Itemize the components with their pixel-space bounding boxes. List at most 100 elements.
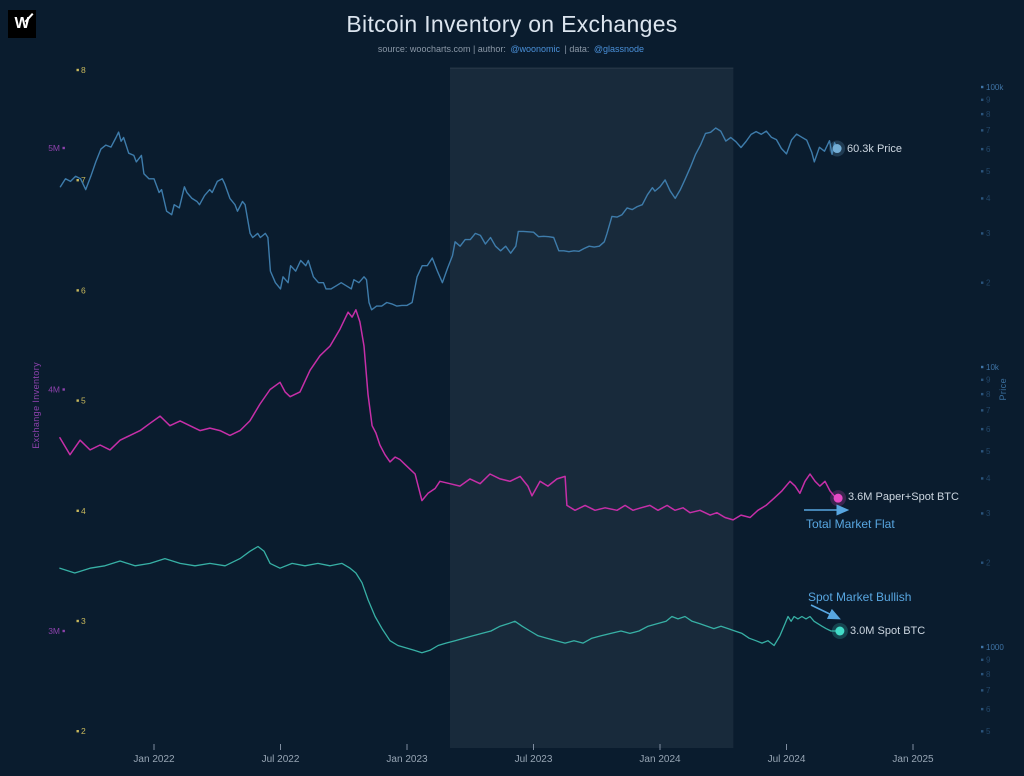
paper-end-label: 3.6M Paper+Spot BTC bbox=[848, 491, 959, 503]
yellow-axis-tick-dot bbox=[76, 289, 79, 292]
price-axis-tick-label: 4 bbox=[986, 194, 991, 203]
yellow-axis-tick-dot bbox=[76, 619, 79, 623]
x-axis-tick-label: Jan 2025 bbox=[892, 754, 934, 765]
price-axis-tick-dot bbox=[981, 707, 984, 711]
yellow-axis-tick-dot bbox=[76, 509, 79, 512]
price-axis-tick-dot bbox=[981, 365, 984, 369]
price-axis-tick-label: 3 bbox=[986, 229, 991, 238]
inventory-axis-tick-dot bbox=[62, 629, 65, 633]
price-axis-tick-dot bbox=[981, 129, 984, 132]
highlight-band bbox=[450, 68, 734, 748]
axis-ticks-group: Jan 2022 Jul 2022 Jan 2023 Jul 2023 Jan 2024… bbox=[48, 65, 1004, 765]
x-axis-tick-label: Jul 2024 bbox=[768, 754, 806, 765]
price-axis-tick-label: 9 bbox=[986, 656, 991, 665]
inventory-axis-tick-dot bbox=[62, 146, 65, 150]
price-axis-tick-label: 1000 bbox=[986, 643, 1004, 652]
price-axis-tick-label: 6 bbox=[986, 145, 991, 154]
x-axis-tick-label: Jan 2022 bbox=[133, 754, 175, 765]
total-market-flat-note: Total Market Flat bbox=[806, 517, 895, 531]
yellow-axis-tick-label: 8 bbox=[81, 65, 86, 75]
yellow-axis-tick-dot bbox=[76, 399, 79, 402]
price-axis-tick-label: 100k bbox=[986, 83, 1004, 92]
price-axis-tick-label: 9 bbox=[986, 96, 991, 105]
price-axis-tick-label: 5 bbox=[986, 727, 991, 736]
price-axis-tick-dot bbox=[981, 281, 984, 284]
price-axis-tick-label: 4 bbox=[986, 474, 991, 483]
price-axis-tick-dot bbox=[981, 98, 984, 102]
x-axis-tick-label: Jul 2022 bbox=[262, 754, 300, 765]
series-line-price bbox=[59, 127, 838, 311]
x-axis-tick-label: Jan 2024 bbox=[639, 754, 681, 765]
data-text: | data: bbox=[564, 44, 590, 54]
price-axis-tick-label: 8 bbox=[986, 390, 991, 399]
spot-market-bullish-note: Spot Market Bullish bbox=[808, 590, 912, 604]
price-axis-tick-dot bbox=[981, 197, 984, 200]
data-handle-link[interactable]: @glassnode bbox=[593, 44, 645, 54]
yellow-axis-tick-dot bbox=[76, 179, 79, 182]
yellow-axis-tick-label: 4 bbox=[81, 506, 86, 516]
yellow-axis-tick-dot bbox=[76, 730, 79, 733]
yellow-axis-tick-label: 7 bbox=[81, 175, 86, 185]
price-axis-tick-dot bbox=[981, 645, 984, 649]
yellow-axis-tick-label: 6 bbox=[81, 285, 86, 295]
price-axis-tick-dot bbox=[981, 170, 984, 173]
price-axis-tick-dot bbox=[981, 689, 984, 692]
inventory-axis-tick-label: 3M bbox=[48, 626, 60, 636]
spot-end-label: 3.0M Spot BTC bbox=[850, 625, 926, 637]
price-axis-tick-label: 3 bbox=[986, 509, 991, 518]
inventory-axis-tick-label: 4M bbox=[48, 384, 60, 394]
price-axis-tick-dot bbox=[981, 85, 984, 89]
left-axis-title: Exchange Inventory bbox=[31, 362, 41, 449]
price-axis-tick-label: 7 bbox=[986, 686, 991, 695]
price-axis-tick-label: 2 bbox=[986, 559, 991, 568]
price-axis-tick-label: 8 bbox=[986, 670, 991, 679]
price-axis-tick-dot bbox=[981, 477, 984, 480]
price-axis-tick-dot bbox=[981, 658, 984, 662]
price-axis-tick-label: 5 bbox=[986, 167, 991, 176]
author-handle-link[interactable]: @woonomic bbox=[510, 44, 560, 54]
price-axis-tick-label: 9 bbox=[986, 376, 991, 385]
series-end-dot-spot-btc bbox=[835, 626, 845, 636]
price-axis-tick-label: 10k bbox=[986, 363, 1000, 372]
price-axis-tick-dot bbox=[981, 730, 984, 733]
series-line-paper-spot-btc bbox=[59, 309, 839, 521]
annotation-arrows-group bbox=[804, 504, 850, 620]
price-end-label: 60.3k Price bbox=[847, 143, 903, 155]
source-text: source: woocharts.com | author: bbox=[377, 44, 506, 54]
x-axis-tick-label: Jul 2023 bbox=[515, 754, 553, 765]
price-axis-tick-dot bbox=[981, 672, 984, 676]
series-end-dot-paper-spot-btc bbox=[833, 493, 843, 503]
price-axis-tick-dot bbox=[981, 512, 984, 515]
price-axis-tick-label: 7 bbox=[986, 126, 991, 135]
price-axis-tick-dot bbox=[981, 378, 984, 382]
inventory-axis-tick-label: 5M bbox=[48, 143, 60, 153]
price-axis-tick-label: 6 bbox=[986, 425, 991, 434]
inventory-axis-tick-dot bbox=[62, 388, 65, 391]
price-axis-tick-dot bbox=[981, 409, 984, 412]
chart-source-line: source: woocharts.com | author: @woonomi… bbox=[0, 44, 1024, 54]
woobull-logo[interactable]: W bbox=[8, 10, 36, 38]
price-axis-tick-dot bbox=[981, 112, 984, 116]
price-axis-tick-dot bbox=[981, 147, 984, 151]
price-axis-tick-label: 6 bbox=[986, 705, 991, 714]
series-line-spot-btc bbox=[59, 545, 841, 654]
yellow-axis-tick-label: 5 bbox=[81, 396, 86, 406]
right-axis-title: Price bbox=[998, 378, 1008, 401]
price-axis-tick-dot bbox=[981, 232, 984, 235]
series-lines-group bbox=[59, 127, 848, 654]
price-axis-tick-label: 7 bbox=[986, 406, 991, 415]
yellow-axis-tick-dot bbox=[76, 68, 79, 72]
price-axis-tick-dot bbox=[981, 450, 984, 453]
x-axis-tick-label: Jan 2023 bbox=[386, 754, 428, 765]
yellow-axis-tick-label: 3 bbox=[81, 616, 86, 626]
yellow-axis-tick-label: 2 bbox=[81, 726, 86, 736]
price-axis-tick-label: 2 bbox=[986, 279, 991, 288]
price-axis-tick-label: 5 bbox=[986, 447, 991, 456]
price-axis-tick-dot bbox=[981, 392, 984, 396]
price-axis-tick-dot bbox=[981, 427, 984, 431]
bullish-arrow bbox=[810, 604, 841, 620]
price-axis-tick-label: 8 bbox=[986, 110, 991, 119]
price-axis-tick-dot bbox=[981, 561, 984, 564]
